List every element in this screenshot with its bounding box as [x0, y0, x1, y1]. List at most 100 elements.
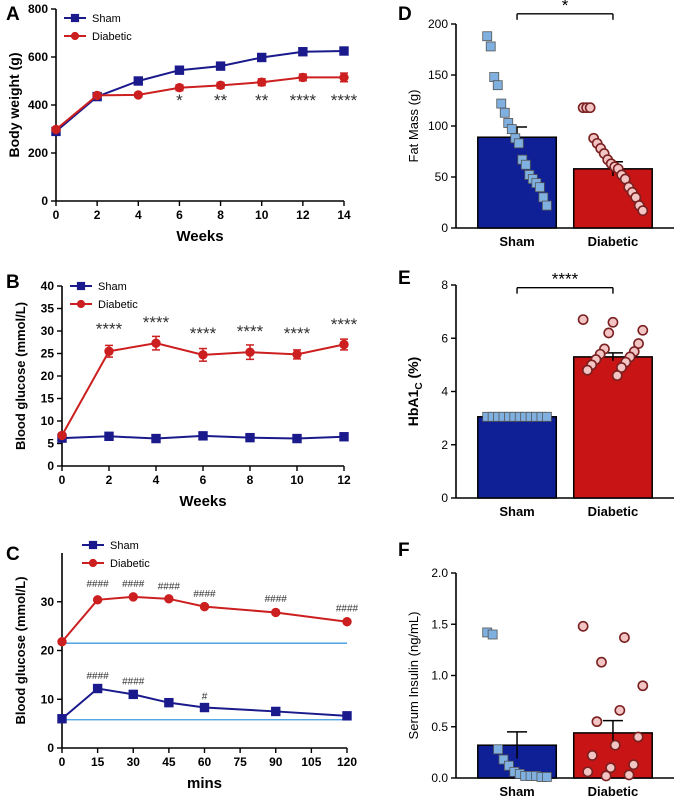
panel-a-x-tick-label: 2: [94, 208, 101, 222]
panel-c-significance-label: ####: [158, 582, 181, 593]
panel-c-legend-marker-sham: [88, 540, 98, 550]
panel-c-significance-label: ####: [193, 589, 216, 600]
panel-a-series-line-sham: [55, 50, 345, 133]
panel-c-significance-label: ####: [87, 579, 110, 590]
panel-d-data-point-sham: [534, 182, 545, 193]
panel-f-data-point-sham: [498, 754, 509, 765]
panel-c-significance-label: #: [202, 691, 208, 702]
panel-d-y-axis-label: Fat Mass (g): [406, 90, 421, 163]
panel-a-x-axis-label: Weeks: [176, 228, 223, 245]
panel-d-y-tick-label: 0: [441, 221, 448, 235]
panel-a-data-point-diabetic: [51, 124, 61, 135]
panel-a-data-point-diabetic: [174, 83, 185, 93]
panel-a-x-tick-label: 8: [217, 208, 224, 222]
panel-f-data-point-diabetic: [596, 656, 607, 668]
panel-e-data-point-diabetic: [581, 364, 593, 376]
panel-c-legend-label-sham: Sham: [110, 540, 139, 552]
panel-b-x-tick-label: 4: [153, 473, 160, 487]
panel-f-data-point-diabetic: [632, 731, 644, 743]
panel-a-legend-marker-diabetic: [70, 31, 80, 41]
panel-b-y-tick-label: 20: [41, 369, 55, 383]
panel-b-y-tick-label: 30: [41, 324, 55, 338]
panel-c-x-tick-label: 90: [269, 755, 283, 769]
panel-c-legend-label-diabetic: Diabetic: [110, 558, 150, 570]
panel-e-y-axis-label-unit: (%): [405, 357, 421, 383]
panel-f-data-point-diabetic: [628, 759, 640, 771]
panel-f-data-point-sham: [487, 629, 498, 640]
panel-label-d: D: [398, 4, 412, 25]
panel-d-y-tick-label: 100: [428, 119, 448, 133]
panel-c-significance-label: ####: [122, 677, 145, 688]
panel-c-x-tick-label: 60: [198, 755, 212, 769]
panel-d-y-tick-label: 50: [435, 170, 449, 184]
panel-a-y-tick-label: 400: [28, 98, 48, 112]
panel-b-legend-label-diabetic: Diabetic: [98, 299, 138, 311]
panel-c-x-tick-label: 0: [59, 755, 66, 769]
panel-b-significance-label: ****: [143, 313, 170, 332]
panel-b-x-tick-label: 10: [290, 473, 304, 487]
panel-e-y-axis-label: HbA1C (%): [405, 357, 425, 426]
panel-a-data-point-sham: [257, 52, 267, 63]
panel-a-y-tick-label: 0: [41, 194, 48, 208]
panel-f-y-axis-label: Serum Insulin (ng/mL): [406, 612, 421, 740]
panel-e-data-point-diabetic: [611, 370, 623, 381]
panel-f-data-point-diabetic: [623, 769, 635, 781]
panel-d-data-point-diabetic: [584, 102, 596, 114]
panel-b-data-point-sham: [245, 432, 255, 443]
panel-b-data-point-diabetic: [339, 339, 349, 350]
panel-d-y-tick-label: 200: [428, 17, 448, 31]
panel-c-data-point-sham: [57, 714, 67, 724]
panel-c-data-point-sham: [199, 702, 210, 713]
panel-b-significance-label: ****: [96, 320, 123, 339]
panel-b-y-tick-label: 25: [41, 347, 55, 361]
panel-b-y-axis-label: Blood glucose (mmol/L): [13, 302, 28, 450]
panel-f-data-point-sham: [504, 760, 514, 771]
panel-a-data-point-sham: [215, 61, 226, 71]
panel-e-data-point-diabetic: [633, 338, 644, 349]
panel-f-data-point-diabetic: [619, 632, 630, 643]
panel-b-x-tick-label: 6: [200, 473, 207, 487]
panel-a-y-tick-label: 800: [28, 2, 48, 16]
panel-c-data-point-diabetic: [271, 607, 281, 618]
panel-e-data-point-sham: [541, 411, 552, 422]
panel-c-data-point-diabetic: [57, 637, 67, 647]
panel-c-x-tick-label: 105: [301, 755, 321, 769]
panel-a-data-point-diabetic: [339, 72, 349, 83]
panel-a-legend-label-diabetic: Diabetic: [92, 31, 132, 43]
panel-a-x-tick-label: 6: [176, 208, 183, 222]
panel-f-data-point-diabetic: [586, 750, 598, 761]
panel-e-y-tick-label: 8: [441, 278, 448, 292]
panel-e-data-point-diabetic: [616, 362, 627, 373]
panel-d-data-point-sham: [492, 80, 503, 91]
panel-c-x-tick-label: 15: [91, 755, 105, 769]
panel-e-data-point-diabetic: [577, 314, 589, 326]
panel-e-category-label-sham: Sham: [499, 504, 534, 519]
panel-d-data-point-sham: [482, 31, 493, 42]
panel-e-data-point-diabetic: [607, 316, 619, 328]
panel-c-significance-label: ####: [122, 579, 145, 590]
panel-b-data-point-diabetic: [57, 430, 67, 441]
panel-b-legend-marker-diabetic: [76, 299, 86, 309]
panel-c-data-point-diabetic: [128, 592, 138, 602]
panel-a-significance-label: ****: [331, 91, 358, 110]
panel-c-x-tick-label: 30: [127, 755, 141, 769]
panel-label-c: C: [6, 544, 20, 565]
panel-c-data-point-sham: [128, 689, 138, 700]
panel-b-legend-label-sham: Sham: [98, 281, 127, 293]
panel-b-significance-label: ****: [190, 324, 217, 343]
panel-a-x-tick-label: 10: [255, 208, 269, 222]
panel-f-data-point-diabetic: [577, 620, 589, 632]
panel-b-data-point-diabetic: [104, 346, 114, 356]
panel-e-y-tick-label: 6: [441, 331, 448, 345]
panel-b-data-point-diabetic: [198, 350, 208, 360]
panel-b-x-tick-label: 2: [106, 473, 113, 487]
panel-f-y-tick-label: 0.5: [431, 720, 448, 734]
panel-a-legend-label-sham: Sham: [92, 13, 121, 25]
panel-f-category-label-sham: Sham: [499, 784, 534, 799]
panel-e-y-tick-label: 2: [441, 438, 448, 452]
panel-c-y-tick-label: 30: [41, 595, 55, 609]
panel-c-legend-marker-diabetic: [88, 558, 98, 568]
panel-a-x-tick-label: 4: [135, 208, 142, 222]
panel-b-y-tick-label: 40: [41, 279, 55, 293]
panel-b-y-tick-label: 35: [41, 302, 55, 316]
